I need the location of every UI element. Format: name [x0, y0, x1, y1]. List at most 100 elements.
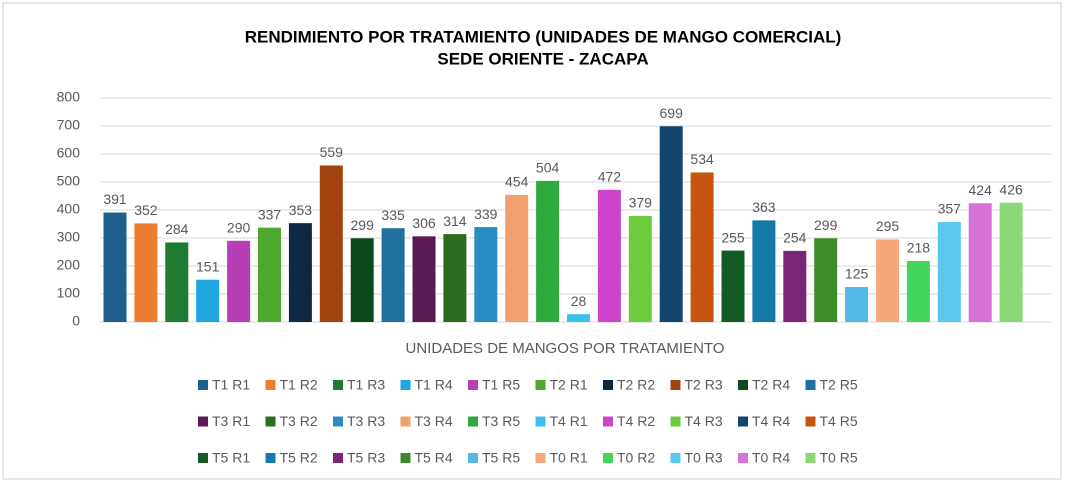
bar [443, 234, 467, 322]
x-axis-title: UNIDADES DE MANGOS POR TRATAMIENTO [406, 340, 725, 357]
legend-label: T5 R4 [415, 450, 453, 466]
data-label: 363 [752, 199, 776, 215]
legend-swatch [805, 416, 816, 427]
data-label: 357 [938, 201, 962, 217]
data-label: 335 [381, 207, 405, 223]
legend-label: T0 R3 [685, 450, 723, 466]
legend-label: T1 R2 [280, 377, 318, 393]
bar [999, 202, 1023, 322]
bar [814, 238, 838, 322]
data-label: 218 [907, 240, 931, 256]
legend-label: T1 R1 [212, 377, 250, 393]
legend-label: T2 R5 [820, 377, 858, 393]
legend-swatch [738, 380, 748, 390]
legend-swatch [468, 380, 478, 390]
data-label: 337 [258, 206, 282, 222]
data-label: 299 [814, 217, 838, 233]
legend-swatch [333, 416, 343, 427]
legend-label: T5 R1 [212, 450, 250, 466]
bar [505, 194, 529, 322]
y-tick-label: 200 [57, 257, 81, 273]
legend-label: T2 R3 [685, 377, 723, 393]
y-tick-label: 600 [57, 145, 81, 161]
legend-label: T3 R3 [347, 413, 385, 429]
data-label: 353 [289, 202, 313, 218]
bar [690, 172, 714, 322]
legend-label: T5 R5 [482, 450, 520, 466]
data-label: 391 [103, 191, 127, 207]
legend-label: T0 R4 [752, 450, 790, 466]
bar [783, 250, 807, 322]
bar [258, 227, 281, 322]
legend-swatch [468, 453, 478, 463]
bar [628, 215, 652, 322]
legend-swatch [535, 453, 546, 463]
bar [196, 279, 220, 322]
legend-label: T4 R4 [752, 413, 790, 429]
bar [319, 165, 343, 322]
legend-swatch [198, 453, 208, 463]
data-label: 454 [505, 174, 529, 190]
bar [721, 250, 745, 322]
data-label: 424 [969, 182, 993, 198]
bar [597, 189, 621, 322]
legend-swatch [603, 453, 613, 463]
y-tick-label: 400 [57, 201, 81, 217]
bar [412, 236, 436, 322]
y-tick-label: 300 [57, 229, 81, 245]
legend-swatch [400, 453, 411, 463]
y-tick-label: 500 [57, 173, 81, 189]
y-tick-label: 800 [57, 89, 81, 105]
legend-swatch [198, 380, 208, 390]
legend-swatch [265, 380, 276, 390]
data-label: 284 [165, 221, 189, 237]
legend-label: T4 R3 [685, 413, 723, 429]
data-label: 306 [412, 215, 436, 231]
legend-label: T0 R1 [550, 450, 588, 466]
legend-label: T3 R1 [212, 413, 250, 429]
data-label: 254 [783, 230, 807, 246]
legend-label: T4 R5 [820, 413, 858, 429]
data-label: 472 [598, 169, 622, 185]
bar [659, 126, 683, 322]
bar [227, 240, 251, 322]
data-label: 28 [571, 293, 587, 309]
bar [937, 222, 961, 322]
data-label: 295 [876, 218, 900, 234]
y-tick-label: 0 [72, 313, 80, 329]
legend-swatch [805, 380, 816, 390]
bar [165, 242, 189, 322]
data-label: 125 [845, 266, 869, 282]
data-label: 559 [320, 144, 344, 160]
legend-label: T3 R4 [415, 413, 453, 429]
data-label: 426 [999, 181, 1023, 197]
data-label: 534 [690, 151, 714, 167]
legend-swatch [670, 416, 681, 427]
legend-label: T3 R5 [482, 413, 520, 429]
legend-swatch [468, 416, 478, 427]
legend-label: T2 R1 [550, 377, 588, 393]
bar [876, 239, 899, 322]
data-label: 314 [443, 213, 467, 229]
legend-label: T0 R2 [617, 450, 655, 466]
bar [474, 227, 498, 322]
legend-label: T1 R4 [415, 377, 453, 393]
bar [906, 260, 930, 322]
data-label: 504 [536, 160, 560, 176]
legend-swatch [265, 416, 276, 427]
bar [752, 220, 776, 322]
legend-swatch [265, 453, 276, 463]
bar [845, 287, 869, 322]
legend-swatch [603, 416, 613, 427]
legend-label: T3 R2 [280, 413, 318, 429]
legend-label: T5 R3 [347, 450, 385, 466]
legend-swatch [805, 453, 816, 463]
legend-label: T4 R2 [617, 413, 655, 429]
data-label: 290 [227, 220, 251, 236]
bar [567, 314, 590, 322]
legend-swatch [670, 453, 681, 463]
legend-swatch [738, 453, 748, 463]
legend-swatch [333, 380, 343, 390]
legend-swatch [535, 416, 546, 427]
